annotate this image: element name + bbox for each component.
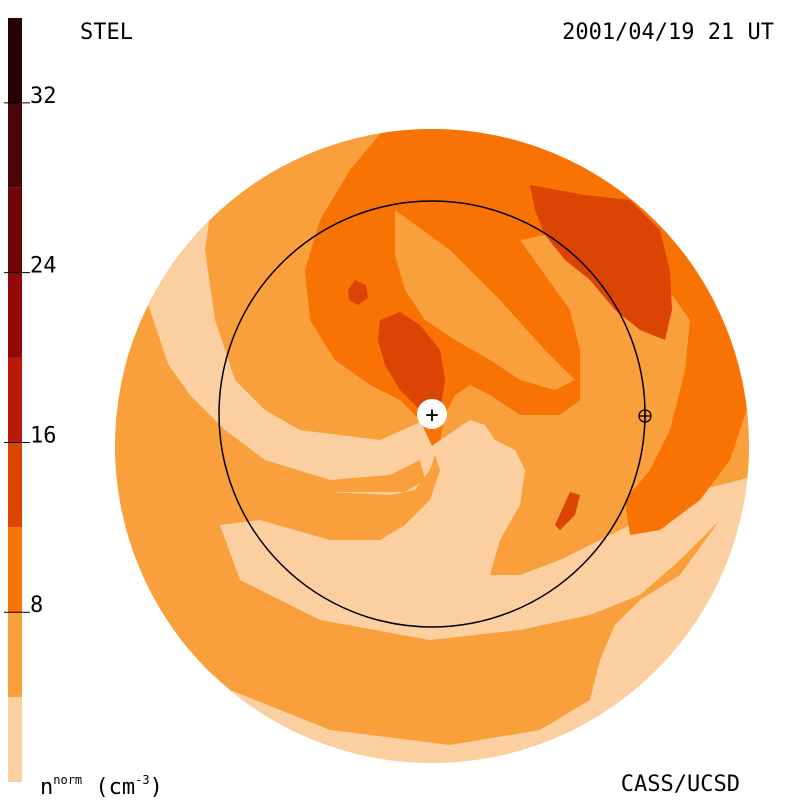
- colorbar-band: [8, 612, 22, 698]
- density-level-0-lower: [115, 420, 749, 763]
- colorbar-band: [8, 102, 22, 188]
- quantity-superscript: norm: [53, 773, 83, 787]
- density-level-3-south: [555, 492, 580, 530]
- colorbar-band: [8, 527, 22, 613]
- colorbar-tick-label: 8: [30, 593, 43, 618]
- colorbar-tick-label: 32: [30, 84, 57, 109]
- colorbar-tick-label: 24: [30, 254, 57, 279]
- instrument-label: STEL: [80, 20, 133, 45]
- sun-marker: +: [417, 399, 447, 429]
- colorbar-tick-label: 16: [30, 423, 57, 448]
- earth-marker-icon: [638, 409, 652, 423]
- unit-exponent: -3: [135, 773, 150, 787]
- density-level-0-band-left: [115, 180, 438, 495]
- colorbar-band: [8, 357, 22, 443]
- density-level-3-east: [530, 185, 672, 340]
- density-level-1-notch: [395, 210, 575, 390]
- credit-label: CASS/UCSD: [620, 772, 740, 797]
- density-unit-label: nnorm (cm-3): [40, 774, 163, 799]
- unit-close: ): [149, 775, 163, 800]
- colorbar-bands: [8, 18, 22, 782]
- density-level-3-north: [348, 280, 368, 305]
- unit-open: (cm: [82, 775, 136, 800]
- colorbar-band: [8, 442, 22, 528]
- colorbar-band: [8, 187, 22, 273]
- datetime-label: 2001/04/19 21 UT: [562, 20, 774, 45]
- colorbar-band: [8, 272, 22, 358]
- density-colorbar: 8 16 24 32: [4, 18, 57, 782]
- colorbar-band: [8, 18, 22, 103]
- sun-marker-glyph: +: [425, 403, 438, 428]
- colorbar-band: [8, 697, 22, 782]
- sun-marker-disk: [417, 399, 447, 429]
- colorbar-ticks: 8 16 24 32: [4, 84, 57, 618]
- quantity-symbol: n: [40, 775, 54, 800]
